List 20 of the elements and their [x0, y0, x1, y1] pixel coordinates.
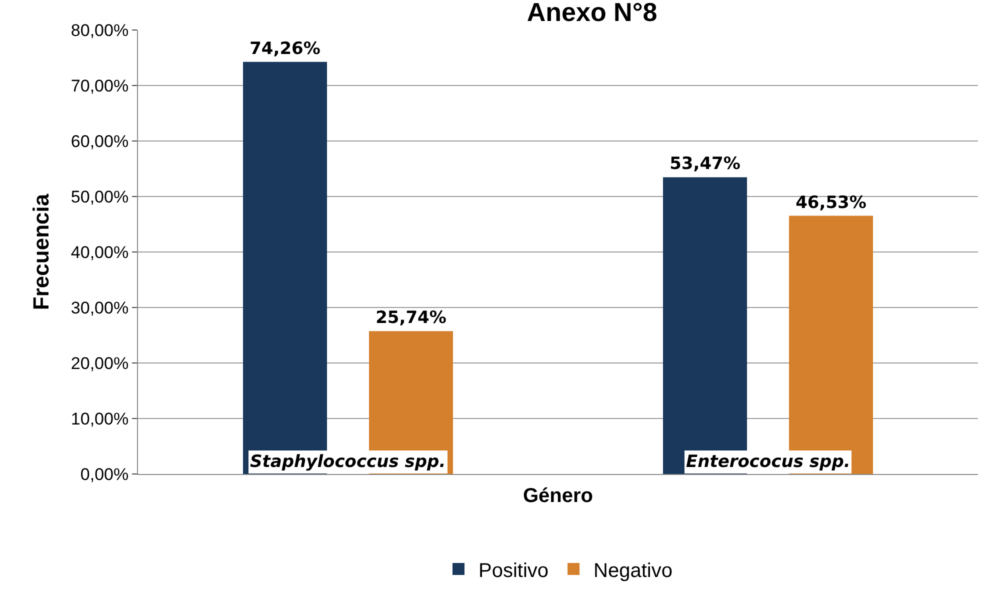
y-tick-label: 50,00% [70, 187, 129, 206]
y-axis-title: Frecuencia [28, 193, 54, 310]
chart-title: Anexo N°8 [526, 0, 658, 28]
y-tick-label: 60,00% [70, 132, 129, 151]
legend-label: Positivo [478, 560, 549, 582]
text: 53,47% [670, 154, 740, 174]
x-axis-title: Género [522, 484, 594, 507]
y-tick-label: 40,00% [70, 242, 129, 262]
x-tick-label: Enterococus spp. [686, 452, 850, 472]
legend-label: Negativo [594, 560, 672, 582]
y-tick-label: 20,00% [70, 354, 129, 373]
text: 74,26% [250, 38, 320, 59]
y-tick-label: 10,00% [70, 409, 129, 428]
text: 25,74% [376, 308, 446, 328]
y-tick-label: 0,00% [80, 464, 129, 484]
x-tick-label: Staphylococcus spp. [250, 452, 446, 472]
y-tick-label: 70,00% [70, 76, 129, 96]
y-tick-label: 30,00% [70, 298, 129, 318]
y-tick-label: 80,00% [70, 20, 129, 40]
text: 46,53% [796, 192, 866, 213]
